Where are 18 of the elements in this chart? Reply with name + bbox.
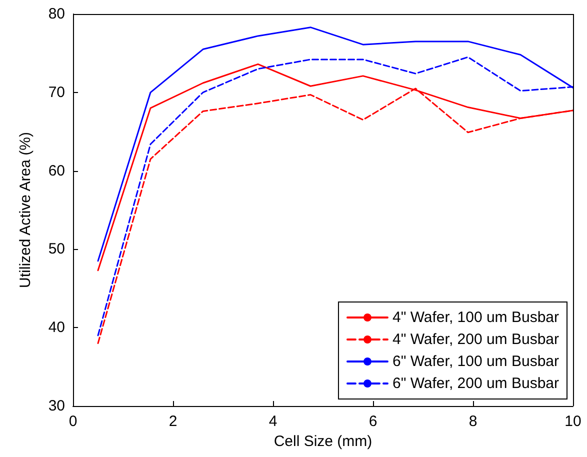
x-tick-label: 0 bbox=[68, 413, 78, 430]
y-tick-label: 70 bbox=[48, 84, 65, 101]
y-axis-title: Utilized Active Area (%) bbox=[17, 132, 34, 288]
y-tick-label: 50 bbox=[48, 240, 65, 258]
legend-label: 6" Wafer, 200 um Busbar bbox=[392, 375, 560, 392]
y-tick-label: 80 bbox=[48, 6, 65, 22]
y-tick-label: 40 bbox=[48, 319, 65, 336]
x-tick-label: 4 bbox=[268, 413, 278, 430]
x-tick-label: 8 bbox=[468, 413, 478, 430]
y-tick-label: 60 bbox=[48, 162, 65, 180]
legend-label: 4" Wafer, 200 um Busbar bbox=[392, 331, 560, 348]
legend-label: 6" Wafer, 100 um Busbar bbox=[392, 353, 560, 370]
legend-label: 4" Wafer, 100 um Busbar bbox=[392, 309, 560, 326]
x-tick-label: 2 bbox=[168, 413, 178, 430]
x-tick-label: 6 bbox=[368, 413, 378, 430]
x-tick-label: 10 bbox=[564, 413, 582, 430]
x-axis-title: Cell Size (mm) bbox=[274, 433, 372, 450]
y-tick-label: 30 bbox=[48, 398, 65, 414]
